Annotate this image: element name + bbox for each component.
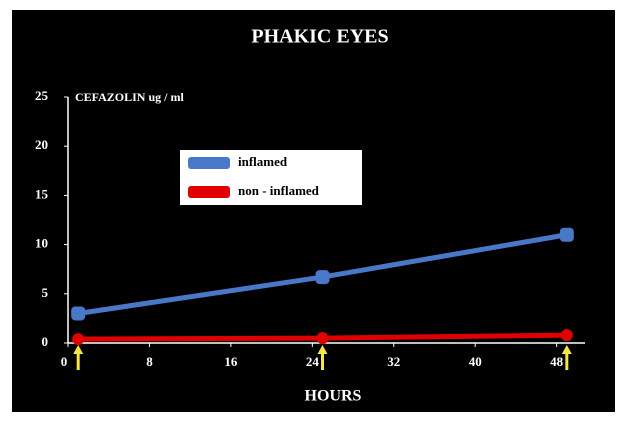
y-tick-label: 10 xyxy=(35,236,48,251)
y-tick-label: 25 xyxy=(35,88,49,103)
y-tick-label: 5 xyxy=(42,285,49,300)
point xyxy=(315,270,330,285)
point xyxy=(560,329,573,342)
legend-label: non - inflamed xyxy=(238,183,320,198)
x-tick-label: 40 xyxy=(469,354,482,369)
y-axis-label: CEFAZOLIN ug / ml xyxy=(75,90,184,104)
chart-title: PHAKIC EYES xyxy=(251,26,388,48)
background xyxy=(12,10,615,412)
x-tick-label: 16 xyxy=(224,354,238,369)
y-tick-label: 15 xyxy=(35,186,49,201)
point xyxy=(316,332,329,345)
arrow-head xyxy=(561,345,572,354)
point xyxy=(72,333,85,346)
point xyxy=(71,306,86,321)
legend-swatch xyxy=(188,186,230,198)
y-tick-label: 0 xyxy=(42,334,49,349)
arrow-head xyxy=(317,345,328,354)
y-tick-label: 20 xyxy=(35,137,48,152)
x-tick-label: 8 xyxy=(146,354,153,369)
point xyxy=(559,227,574,242)
legend-label: inflamed xyxy=(238,154,288,169)
x-axis-label: HOURS xyxy=(305,388,362,405)
legend-swatch xyxy=(188,157,230,169)
x-tick-label: 32 xyxy=(387,354,400,369)
x-tick-label: 48 xyxy=(550,354,564,369)
x-tick-label: 0 xyxy=(61,354,68,369)
arrow-head xyxy=(73,345,84,354)
x-tick-label: 24 xyxy=(306,354,320,369)
